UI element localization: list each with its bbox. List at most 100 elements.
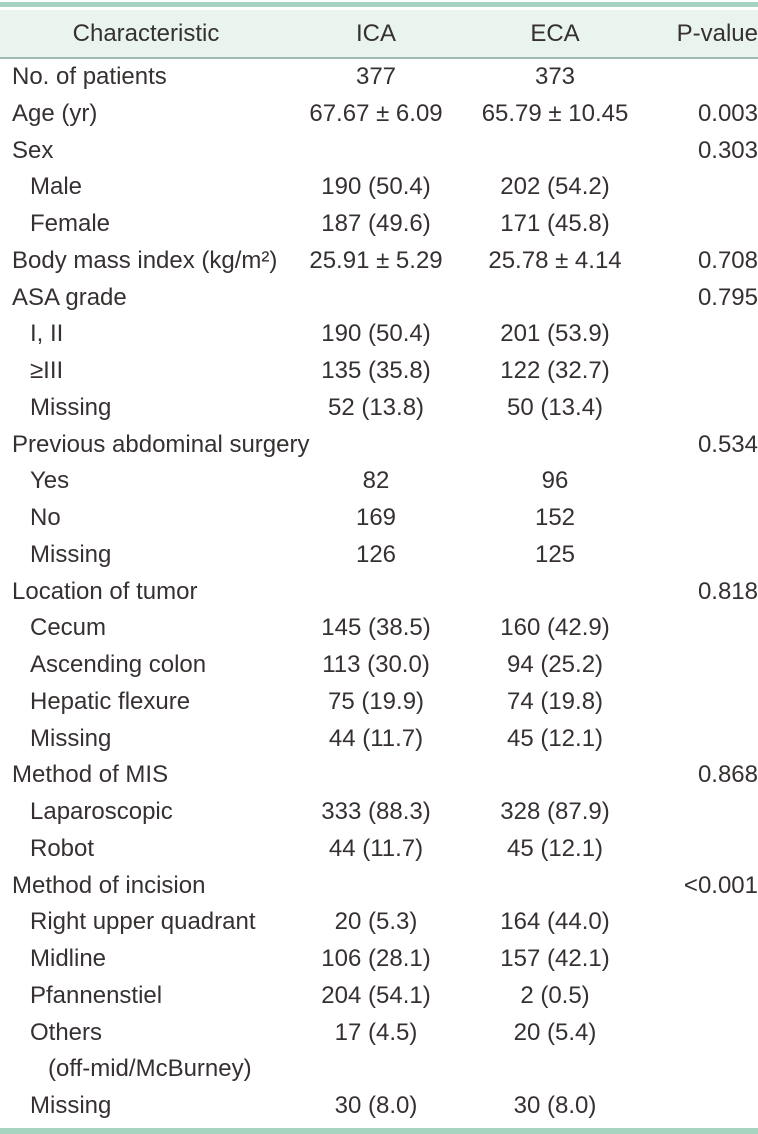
table-row: Location of tumor 0.818 [0,574,758,611]
cell-eca-value [460,868,650,905]
row-label: Female [30,210,111,237]
cell-ica-value: 20 (5.3) [334,908,418,936]
table-row: Yes 82 96 [0,463,758,500]
cell-eca-value: 96 [541,467,569,495]
table-row: ASA grade 0.795 [0,280,758,317]
cell-ica-value: 52 (13.8) [327,393,425,421]
cell-ica-value [292,757,460,794]
table-row: Right upper quadrant 20 (5.3) 164 (44.0) [0,904,758,941]
header-row: Characteristic ICA ECA P-value [0,10,758,59]
table-row: Missing 30 (8.0) 30 (8.0) [0,1088,758,1125]
table-row: Laparoscopic 333 (88.3) 328 (87.9) [0,794,758,831]
cell-eca-value [460,133,650,170]
cell-ica-value [292,868,460,905]
row-label: Missing [30,1092,112,1119]
table-row: Midline 106 (28.1) 157 (42.1) [0,941,758,978]
row-label: Age (yr) [12,99,98,127]
cell-pvalue [650,463,758,500]
cell-ica-value [292,133,460,170]
cell-eca-value [460,574,650,611]
row-label: ASA grade [12,283,127,311]
header-characteristic: Characteristic [0,10,292,59]
table-row: ≥III 135 (35.8) 122 (32.7) [0,353,758,390]
cell-ica-value: 169 [355,504,397,531]
row-label: Midline [30,945,107,972]
cell-ica-value: 25.91 ± 5.29 [309,246,443,274]
row-label: Missing [30,393,112,421]
cell-ica-value [292,574,460,611]
row-label: Pfannenstiel [30,981,163,1009]
table-row: Male 190 (50.4) 202 (54.2) [0,169,758,206]
table-row: Age (yr) 67.67 ± 6.09 65.79 ± 10.45 0.00… [0,96,758,133]
cell-eca-value: 160 (42.9) [500,614,610,642]
cell-pvalue [650,794,758,831]
cell-ica-value: 30 (8.0) [334,1092,418,1119]
row-label: I, II [30,320,64,348]
row-label: No. of patients [12,63,167,90]
cell-eca-value: 201 (53.9) [500,320,610,348]
cell-eca-value: 20 (5.4) [513,1018,597,1046]
cell-pvalue [650,390,758,427]
cell-ica-value: 44 (11.7) [328,834,424,862]
cell-pvalue [650,169,758,206]
cell-ica-value: 126 [355,540,397,568]
cell-eca-value: 202 (54.2) [500,173,610,201]
row-label-continuation: (off-mid/McBurney) [48,1055,252,1083]
cell-ica-value: 190 (50.4) [321,320,431,348]
table-row: Hepatic flexure 75 (19.9) 74 (19.8) [0,684,758,721]
cell-ica-value: 135 (35.8) [321,357,431,384]
cell-pvalue [650,684,758,721]
cell-ica-value: 113 (30.0) [322,651,430,678]
cell-pvalue [650,353,758,390]
row-label: Ascending colon [30,651,207,678]
cell-pvalue [650,647,758,684]
row-label: Body mass index (kg/m²) [12,246,278,274]
cell-pvalue: 0.795 [697,283,758,311]
table-row: Ascending colon 113 (30.0) 94 (25.2) [0,647,758,684]
cell-pvalue: 0.868 [697,761,758,789]
cell-pvalue [650,500,758,537]
cell-ica-value: 145 (38.5) [321,614,431,642]
header-ica: ICA [292,10,460,59]
row-label: Male [30,173,83,201]
cell-ica-value: 187 (49.6) [321,210,431,237]
cell-ica-value: 204 (54.1) [321,981,431,1009]
cell-ica-value: 333 (88.3) [321,798,431,825]
table-row: Method of MIS 0.868 [0,757,758,794]
cell-eca-value: 328 (87.9) [500,798,610,825]
cell-pvalue: <0.001 [683,871,758,899]
cell-pvalue [650,831,758,868]
cell-ica-value: 67.67 ± 6.09 [309,99,443,127]
row-label: Cecum [30,614,107,642]
cell-eca-value: 164 (44.0) [500,908,610,936]
cell-pvalue [650,1015,758,1089]
row-label: ≥III [30,357,64,384]
table-bottom-border [0,1127,758,1134]
cell-eca-value: 50 (13.4) [506,393,604,421]
table-row: Robot 44 (11.7) 45 (12.1) [0,831,758,868]
cell-pvalue: 0.534 [697,430,758,458]
table-row: Others (off-mid/McBurney) 17 (4.5) 20 (5.… [0,1015,758,1089]
cell-eca-value: 122 (32.7) [500,357,610,384]
cell-pvalue: 0.818 [697,577,758,605]
cell-eca-value: 45 (12.1) [506,724,604,752]
row-label: Laparoscopic [30,798,173,825]
cell-eca-value: 74 (19.8) [506,687,604,715]
row-label: Yes [30,467,70,495]
cell-eca-value: 45 (12.1) [506,834,604,862]
cell-pvalue: 0.003 [697,99,758,127]
row-label: Hepatic flexure [30,687,191,715]
row-label: Method of MIS [12,761,169,789]
table-row: No. of patients 377 373 [0,58,758,96]
table-row: Missing 52 (13.8) 50 (13.4) [0,390,758,427]
cell-eca-value: 25.78 ± 4.14 [488,246,622,274]
cell-eca-value: 373 [534,63,576,90]
cell-ica-value: 82 [362,467,390,495]
cell-pvalue: 0.303 [697,136,758,164]
cell-ica-value [292,280,460,317]
table-row: Missing 44 (11.7) 45 (12.1) [0,721,758,758]
row-label: Previous abdominal surgery [12,430,310,458]
cell-eca-value: 94 (25.2) [506,651,604,678]
table-row: Cecum 145 (38.5) 160 (42.9) [0,610,758,647]
